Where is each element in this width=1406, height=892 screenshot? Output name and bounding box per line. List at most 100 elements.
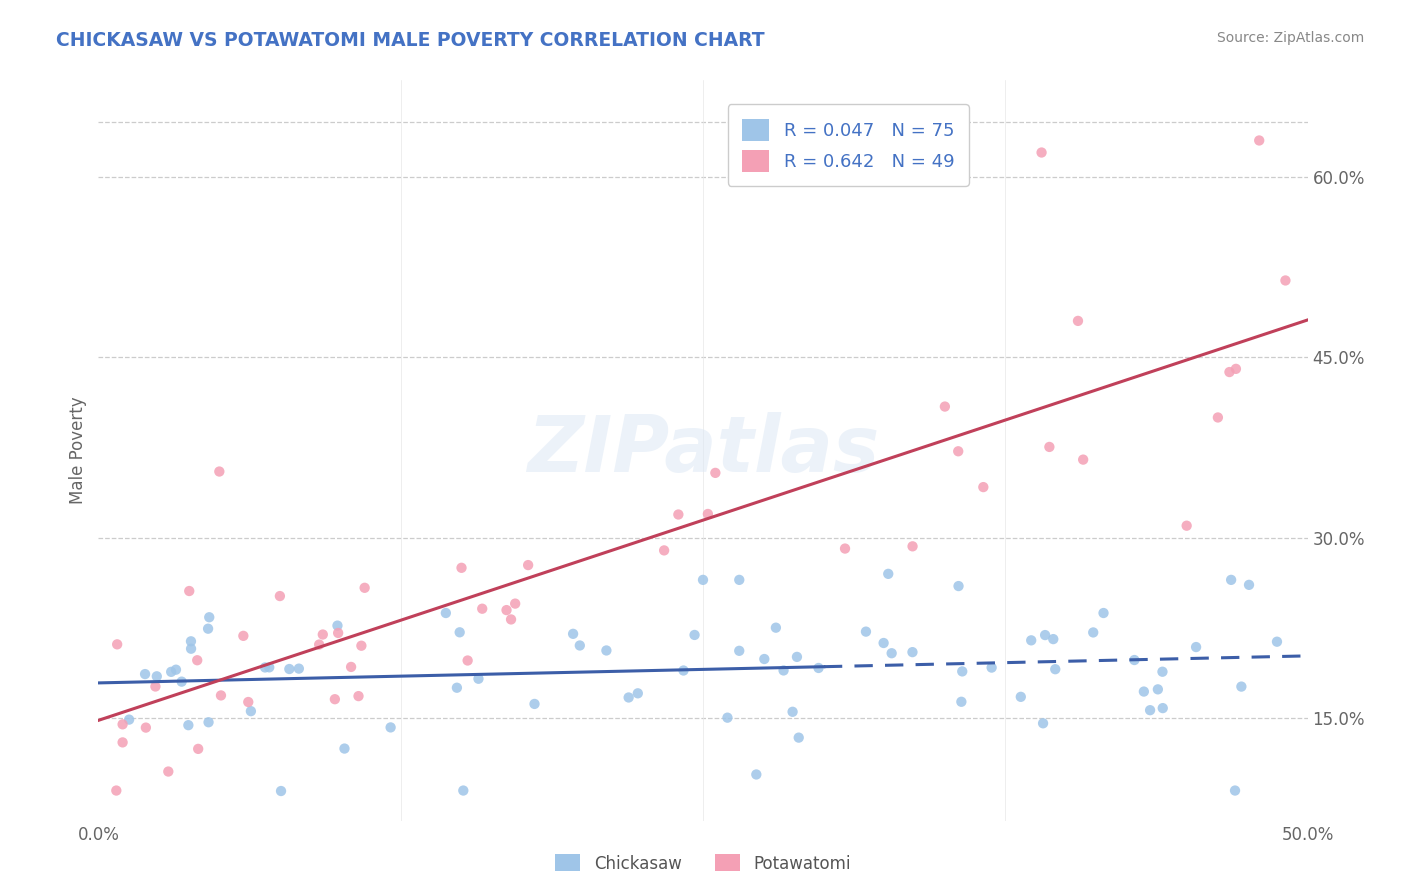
Point bbox=[728, 573, 751, 587]
Point bbox=[471, 601, 494, 615]
Y-axis label: Male Poverty: Male Poverty bbox=[69, 397, 87, 504]
Point bbox=[1139, 703, 1161, 717]
Point bbox=[340, 660, 363, 674]
Point bbox=[627, 686, 650, 700]
Point bbox=[1031, 145, 1053, 160]
Point bbox=[772, 664, 794, 678]
Point bbox=[288, 662, 311, 676]
Point bbox=[312, 627, 335, 641]
Point bbox=[1152, 665, 1174, 679]
Point bbox=[180, 641, 202, 656]
Point bbox=[1092, 606, 1115, 620]
Text: Source: ZipAtlas.com: Source: ZipAtlas.com bbox=[1216, 31, 1364, 45]
Point bbox=[1218, 365, 1240, 379]
Point bbox=[165, 663, 187, 677]
Point bbox=[326, 618, 349, 632]
Point bbox=[1033, 628, 1056, 642]
Point bbox=[170, 674, 193, 689]
Point bbox=[523, 697, 546, 711]
Point bbox=[180, 634, 202, 648]
Point bbox=[765, 621, 787, 635]
Point bbox=[495, 603, 517, 617]
Point bbox=[704, 466, 727, 480]
Point bbox=[347, 689, 370, 703]
Point bbox=[948, 579, 970, 593]
Point bbox=[672, 664, 695, 678]
Point bbox=[328, 626, 350, 640]
Point bbox=[980, 660, 1002, 674]
Point bbox=[1223, 783, 1246, 797]
Point bbox=[254, 660, 277, 674]
Point bbox=[666, 508, 689, 522]
Legend: R = 0.047   N = 75, R = 0.642   N = 49: R = 0.047 N = 75, R = 0.642 N = 49 bbox=[727, 104, 969, 186]
Point bbox=[807, 661, 830, 675]
Point bbox=[269, 589, 291, 603]
Point bbox=[901, 645, 924, 659]
Point bbox=[232, 629, 254, 643]
Point bbox=[323, 692, 346, 706]
Point bbox=[197, 622, 219, 636]
Point bbox=[146, 669, 169, 683]
Point bbox=[239, 704, 262, 718]
Point bbox=[692, 573, 714, 587]
Point bbox=[208, 465, 231, 479]
Point bbox=[467, 672, 489, 686]
Point bbox=[209, 689, 232, 703]
Point bbox=[453, 783, 475, 797]
Point bbox=[877, 566, 900, 581]
Point bbox=[1225, 362, 1247, 376]
Point bbox=[1185, 640, 1208, 654]
Point bbox=[446, 681, 468, 695]
Point bbox=[434, 606, 457, 620]
Point bbox=[457, 653, 479, 667]
Point bbox=[135, 721, 157, 735]
Point bbox=[1265, 634, 1288, 648]
Point bbox=[503, 597, 526, 611]
Text: CHICKASAW VS POTAWATOMI MALE POVERTY CORRELATION CHART: CHICKASAW VS POTAWATOMI MALE POVERTY COR… bbox=[56, 31, 765, 50]
Point bbox=[1230, 680, 1253, 694]
Point bbox=[787, 731, 810, 745]
Point bbox=[683, 628, 706, 642]
Point bbox=[880, 646, 903, 660]
Point bbox=[901, 539, 924, 553]
Point bbox=[160, 665, 183, 679]
Point bbox=[179, 584, 201, 599]
Point bbox=[1083, 625, 1105, 640]
Point bbox=[1206, 410, 1229, 425]
Point bbox=[1045, 662, 1067, 676]
Point bbox=[754, 652, 776, 666]
Point bbox=[238, 695, 260, 709]
Point bbox=[1019, 633, 1042, 648]
Point bbox=[934, 400, 956, 414]
Text: ZIPatlas: ZIPatlas bbox=[527, 412, 879, 489]
Point bbox=[353, 581, 375, 595]
Point bbox=[186, 653, 208, 667]
Point bbox=[728, 644, 751, 658]
Point bbox=[855, 624, 877, 639]
Point bbox=[1220, 573, 1243, 587]
Point bbox=[333, 741, 356, 756]
Point bbox=[1042, 632, 1064, 646]
Point bbox=[350, 639, 373, 653]
Point bbox=[134, 667, 156, 681]
Point bbox=[157, 764, 180, 779]
Point bbox=[111, 735, 134, 749]
Point bbox=[257, 660, 280, 674]
Point bbox=[177, 718, 200, 732]
Point bbox=[716, 711, 738, 725]
Point bbox=[118, 713, 141, 727]
Point bbox=[562, 627, 585, 641]
Point bbox=[1175, 518, 1198, 533]
Point bbox=[105, 783, 128, 797]
Point bbox=[1032, 716, 1054, 731]
Point bbox=[1147, 682, 1170, 697]
Point bbox=[380, 720, 402, 734]
Point bbox=[568, 639, 591, 653]
Point bbox=[499, 612, 522, 626]
Point bbox=[517, 558, 540, 572]
Point bbox=[1152, 701, 1174, 715]
Point bbox=[696, 507, 718, 521]
Point bbox=[145, 680, 167, 694]
Point bbox=[950, 665, 973, 679]
Point bbox=[1038, 440, 1060, 454]
